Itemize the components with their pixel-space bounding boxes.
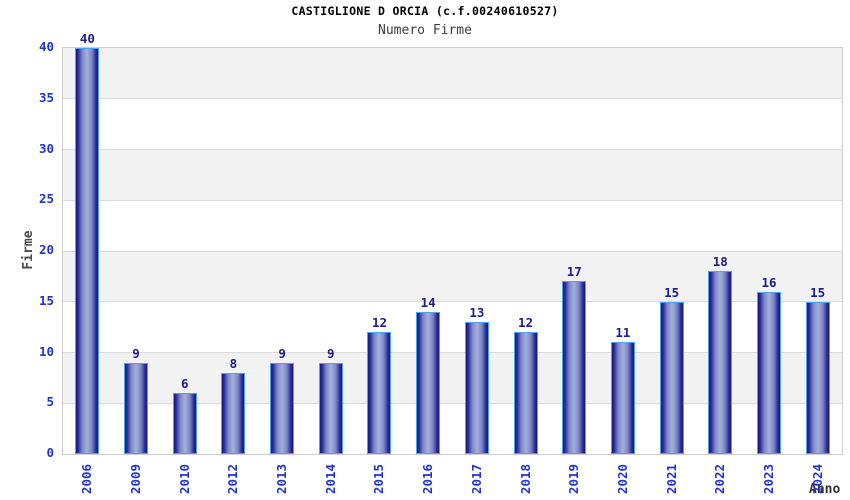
bar-value-label: 14 <box>420 294 436 310</box>
bar-value-label: 15 <box>664 284 680 300</box>
y-tick-label: 10 <box>38 343 54 359</box>
x-axis-title: Anno <box>809 482 841 497</box>
x-tick-label: 2024 <box>809 463 825 495</box>
bar-value-label: 8 <box>229 355 238 371</box>
bar-value-label: 18 <box>712 254 728 270</box>
x-tick-label: 2012 <box>224 463 240 495</box>
bar <box>610 342 635 454</box>
y-tick-label: 30 <box>38 140 54 156</box>
bar-value-label: 9 <box>278 345 286 361</box>
y-tick-label: 35 <box>38 89 54 105</box>
bar-value-label: 40 <box>79 31 95 46</box>
x-tick-label: 2013 <box>273 463 289 495</box>
bar-value-label: 9 <box>327 345 335 361</box>
bar-value-label: 12 <box>518 315 534 331</box>
bar <box>75 48 100 454</box>
gridline <box>63 352 842 353</box>
gridline <box>63 199 842 201</box>
bar <box>318 362 343 454</box>
x-tick-label: 2022 <box>711 463 727 495</box>
bar-value-label: 9 <box>132 345 140 361</box>
x-tick-label: 2023 <box>760 463 776 495</box>
gridline <box>63 250 842 252</box>
bar <box>805 301 830 454</box>
bar <box>513 332 538 454</box>
gridline <box>63 402 842 404</box>
bar <box>221 372 246 454</box>
gridline <box>63 149 842 150</box>
x-tick-label: 2017 <box>468 463 484 495</box>
bar-value-label: 17 <box>566 264 582 280</box>
bar <box>367 332 392 454</box>
bar <box>659 301 684 454</box>
x-tick-label: 2020 <box>614 463 630 495</box>
bar-value-label: 6 <box>180 376 189 392</box>
bar <box>270 362 295 454</box>
bar <box>172 393 197 454</box>
y-tick-label: 25 <box>38 191 54 207</box>
y-tick-label: 20 <box>38 242 54 257</box>
x-tick-label: 2021 <box>663 463 679 495</box>
x-tick-label: 2010 <box>176 463 192 495</box>
x-tick-label: 2018 <box>517 463 533 495</box>
bar <box>464 322 489 454</box>
chart-subtitle: Numero Firme <box>378 23 472 38</box>
bar-value-label: 12 <box>371 315 387 331</box>
bar <box>756 291 781 454</box>
gridline <box>63 98 842 100</box>
bar <box>708 271 733 454</box>
x-tick-label: 2006 <box>78 463 94 495</box>
bar-value-label: 11 <box>615 325 631 341</box>
bar-value-label: 15 <box>810 284 826 300</box>
bar <box>562 281 587 454</box>
x-tick-label: 2016 <box>419 463 435 495</box>
bar-value-label: 13 <box>469 305 485 320</box>
bar <box>124 362 149 454</box>
chart-title: CASTIGLIONE D ORCIA (c.f.00240610527) <box>291 4 559 18</box>
y-tick-label: 5 <box>46 394 54 410</box>
bar <box>416 311 441 454</box>
x-tick-label: 2009 <box>127 463 143 495</box>
gridline <box>63 301 842 303</box>
y-tick-label: 40 <box>38 39 54 54</box>
x-tick-label: 2019 <box>565 463 581 495</box>
bar-value-label: 16 <box>761 274 777 290</box>
y-tick-label: 0 <box>46 445 54 460</box>
x-tick-label: 2014 <box>322 463 338 495</box>
x-tick-label: 2015 <box>370 463 386 495</box>
plot-area: 40 9 6 8 9 9 12 14 13 12 17 11 15 18 16 15 <box>62 31 843 455</box>
y-tick-label: 15 <box>38 292 54 308</box>
